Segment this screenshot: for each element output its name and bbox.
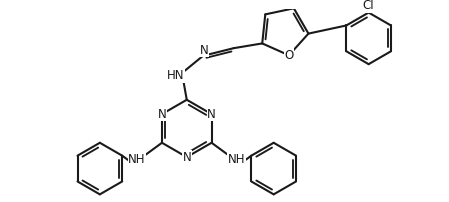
Text: O: O bbox=[284, 49, 294, 62]
Text: HN: HN bbox=[167, 69, 184, 82]
Text: N: N bbox=[207, 108, 216, 121]
Text: N: N bbox=[182, 151, 191, 164]
Text: N: N bbox=[158, 108, 166, 121]
Text: N: N bbox=[200, 44, 208, 57]
Text: NH: NH bbox=[128, 153, 146, 165]
Text: NH: NH bbox=[228, 153, 245, 165]
Text: Cl: Cl bbox=[363, 0, 374, 12]
